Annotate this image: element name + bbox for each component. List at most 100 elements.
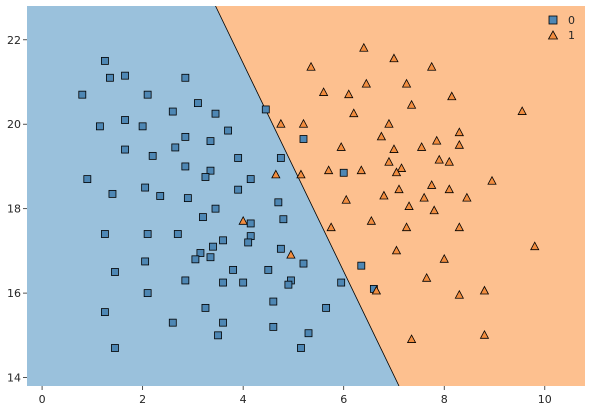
point-class-1-triangle: [427, 180, 437, 189]
point-class-1-triangle: [389, 144, 399, 153]
point-class-1-triangle: [487, 175, 497, 185]
point-class-0-square: [357, 261, 366, 270]
point-class-0-square: [101, 56, 109, 65]
point-class-0-square: [108, 189, 117, 198]
point-class-0-square: [299, 259, 308, 268]
legend-marker-triangle: [547, 30, 559, 40]
y-tick-label: 20: [7, 118, 21, 131]
point-class-0-square: [191, 255, 200, 264]
point-class-0-square: [209, 242, 217, 251]
point-class-0-square: [78, 90, 87, 99]
point-class-0-square: [206, 166, 215, 175]
x-tick-label: 10: [538, 393, 552, 406]
point-class-0-square: [106, 73, 114, 82]
point-class-0-square: [143, 230, 152, 238]
x-tick-label: 2: [139, 393, 146, 406]
point-class-1-triangle: [427, 61, 437, 71]
point-class-1-triangle: [416, 142, 427, 151]
point-class-1-triangle: [379, 190, 389, 200]
point-class-1-triangle: [359, 42, 369, 52]
point-class-1-triangle: [238, 215, 248, 225]
point-class-0-square: [219, 278, 227, 287]
point-class-1-triangle: [432, 135, 442, 145]
point-class-1-triangle: [394, 184, 404, 194]
point-class-0-square: [246, 219, 255, 228]
point-class-1-triangle: [454, 127, 464, 137]
point-class-0-square: [168, 107, 177, 116]
point-class-0-square: [143, 90, 152, 99]
point-class-0-square: [279, 215, 288, 224]
point-class-0-square: [141, 257, 150, 266]
point-class-1-triangle: [349, 108, 359, 118]
point-class-1-triangle: [406, 334, 417, 343]
x-tick-label: 4: [240, 393, 247, 406]
point-class-1-triangle: [530, 241, 540, 251]
point-class-0-square: [101, 308, 109, 317]
point-class-0-square: [269, 297, 278, 306]
point-class-1-triangle: [323, 165, 334, 175]
point-class-1-triangle: [419, 192, 429, 202]
point-class-0-square: [101, 230, 109, 238]
point-class-0-square: [111, 268, 119, 276]
point-class-1-triangle: [454, 289, 464, 299]
point-class-0-square: [138, 122, 147, 131]
y-tick-label: 16: [7, 287, 21, 300]
point-class-1-triangle: [376, 131, 387, 141]
decision-boundary-line: [215, 6, 400, 386]
plot-area: [27, 6, 585, 386]
point-class-0-square: [219, 236, 227, 245]
point-class-0-square: [156, 192, 165, 200]
y-tick-label: 14: [7, 372, 21, 385]
point-class-0-square: [246, 175, 255, 184]
point-class-0-square: [261, 105, 270, 114]
point-class-0-square: [297, 344, 305, 352]
region-class-0: [27, 6, 399, 386]
point-class-1-triangle: [401, 78, 412, 88]
point-class-0-square: [274, 198, 283, 207]
x-axis: 0 2 4 6 8 10: [39, 386, 552, 406]
point-class-0-square: [121, 116, 129, 124]
point-class-0-square: [181, 73, 190, 82]
point-class-1-triangle: [406, 99, 417, 109]
point-class-1-triangle: [344, 89, 354, 99]
point-class-1-triangle: [298, 118, 309, 128]
point-class-0-square: [83, 175, 92, 184]
point-class-0-square: [299, 135, 308, 143]
point-class-0-square: [173, 230, 182, 238]
point-class-0-square: [276, 154, 285, 162]
point-class-1-triangle: [404, 201, 414, 210]
point-class-0-square: [95, 122, 104, 131]
point-class-0-square: [181, 276, 190, 285]
region-class-1: [215, 6, 585, 386]
point-class-1-triangle: [444, 184, 454, 194]
point-class-1-triangle: [361, 78, 371, 88]
point-class-0-square: [181, 132, 190, 141]
point-class-0-square: [181, 162, 190, 171]
point-class-0-square: [234, 154, 243, 162]
point-class-0-square: [322, 303, 331, 312]
point-class-1-triangle: [336, 142, 346, 151]
point-class-0-square: [171, 143, 180, 152]
point-class-1-triangle: [454, 222, 464, 232]
y-axis: 14 16 18 20 22: [7, 34, 27, 385]
point-class-0-square: [224, 126, 232, 135]
point-class-1-triangle: [318, 87, 329, 96]
point-class-0-square: [337, 278, 346, 287]
legend-marker-square: [548, 15, 558, 25]
y-tick-label: 22: [7, 34, 21, 47]
legend-label-1: 1: [568, 29, 575, 42]
point-class-0-square: [183, 194, 192, 203]
point-class-0-square: [264, 265, 273, 274]
point-class-0-square: [244, 238, 253, 247]
point-class-0-square: [269, 322, 278, 331]
point-class-1-triangle: [306, 61, 316, 71]
point-class-1-triangle: [479, 285, 490, 295]
point-class-0-square: [206, 137, 215, 146]
point-class-1-triangle: [286, 249, 296, 259]
point-class-0-square: [234, 185, 243, 194]
point-class-0-square: [211, 204, 220, 213]
point-class-0-square: [199, 213, 207, 222]
point-class-1-triangle: [462, 192, 472, 202]
point-class-0-square: [229, 265, 238, 274]
